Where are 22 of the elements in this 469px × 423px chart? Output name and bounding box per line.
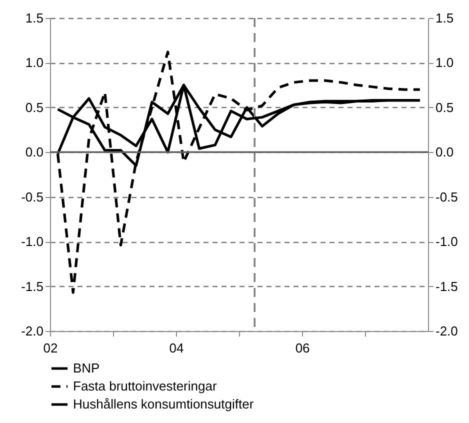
y-tick-label: 0.5 xyxy=(25,100,44,115)
y-tick-label: 1.5 xyxy=(25,10,44,26)
y2-tick-label: -0.5 xyxy=(436,189,458,204)
y-tick-label: -0.5 xyxy=(21,189,44,204)
y-tick-label: -1.0 xyxy=(21,234,44,250)
y2-tick-label: -1.0 xyxy=(436,234,458,250)
y2-tick-label: 0.5 xyxy=(436,100,454,115)
legend-label: Hushållens konsumtionsutgifter xyxy=(73,396,254,412)
x-tick-label: 06 xyxy=(295,340,310,356)
y-tick-label: -1.5 xyxy=(21,278,44,294)
y2-tick-label: -1.5 xyxy=(436,278,458,294)
legend-label: Fasta bruttoinvesteringar xyxy=(73,378,218,394)
y2-tick-label: -2.0 xyxy=(436,324,458,338)
y-tick-label: 0.0 xyxy=(25,144,44,160)
y2-tick-label: 1.0 xyxy=(436,55,454,70)
y2-tick-label: 1.5 xyxy=(436,10,454,26)
x-tick-label: 04 xyxy=(169,340,184,356)
y-tick-label: 1.0 xyxy=(25,55,44,70)
y-tick-label: -2.0 xyxy=(21,324,44,338)
legend-label: BNP xyxy=(73,360,100,376)
y2-tick-label: 0.0 xyxy=(436,144,454,160)
x-tick-label: 02 xyxy=(43,340,58,356)
